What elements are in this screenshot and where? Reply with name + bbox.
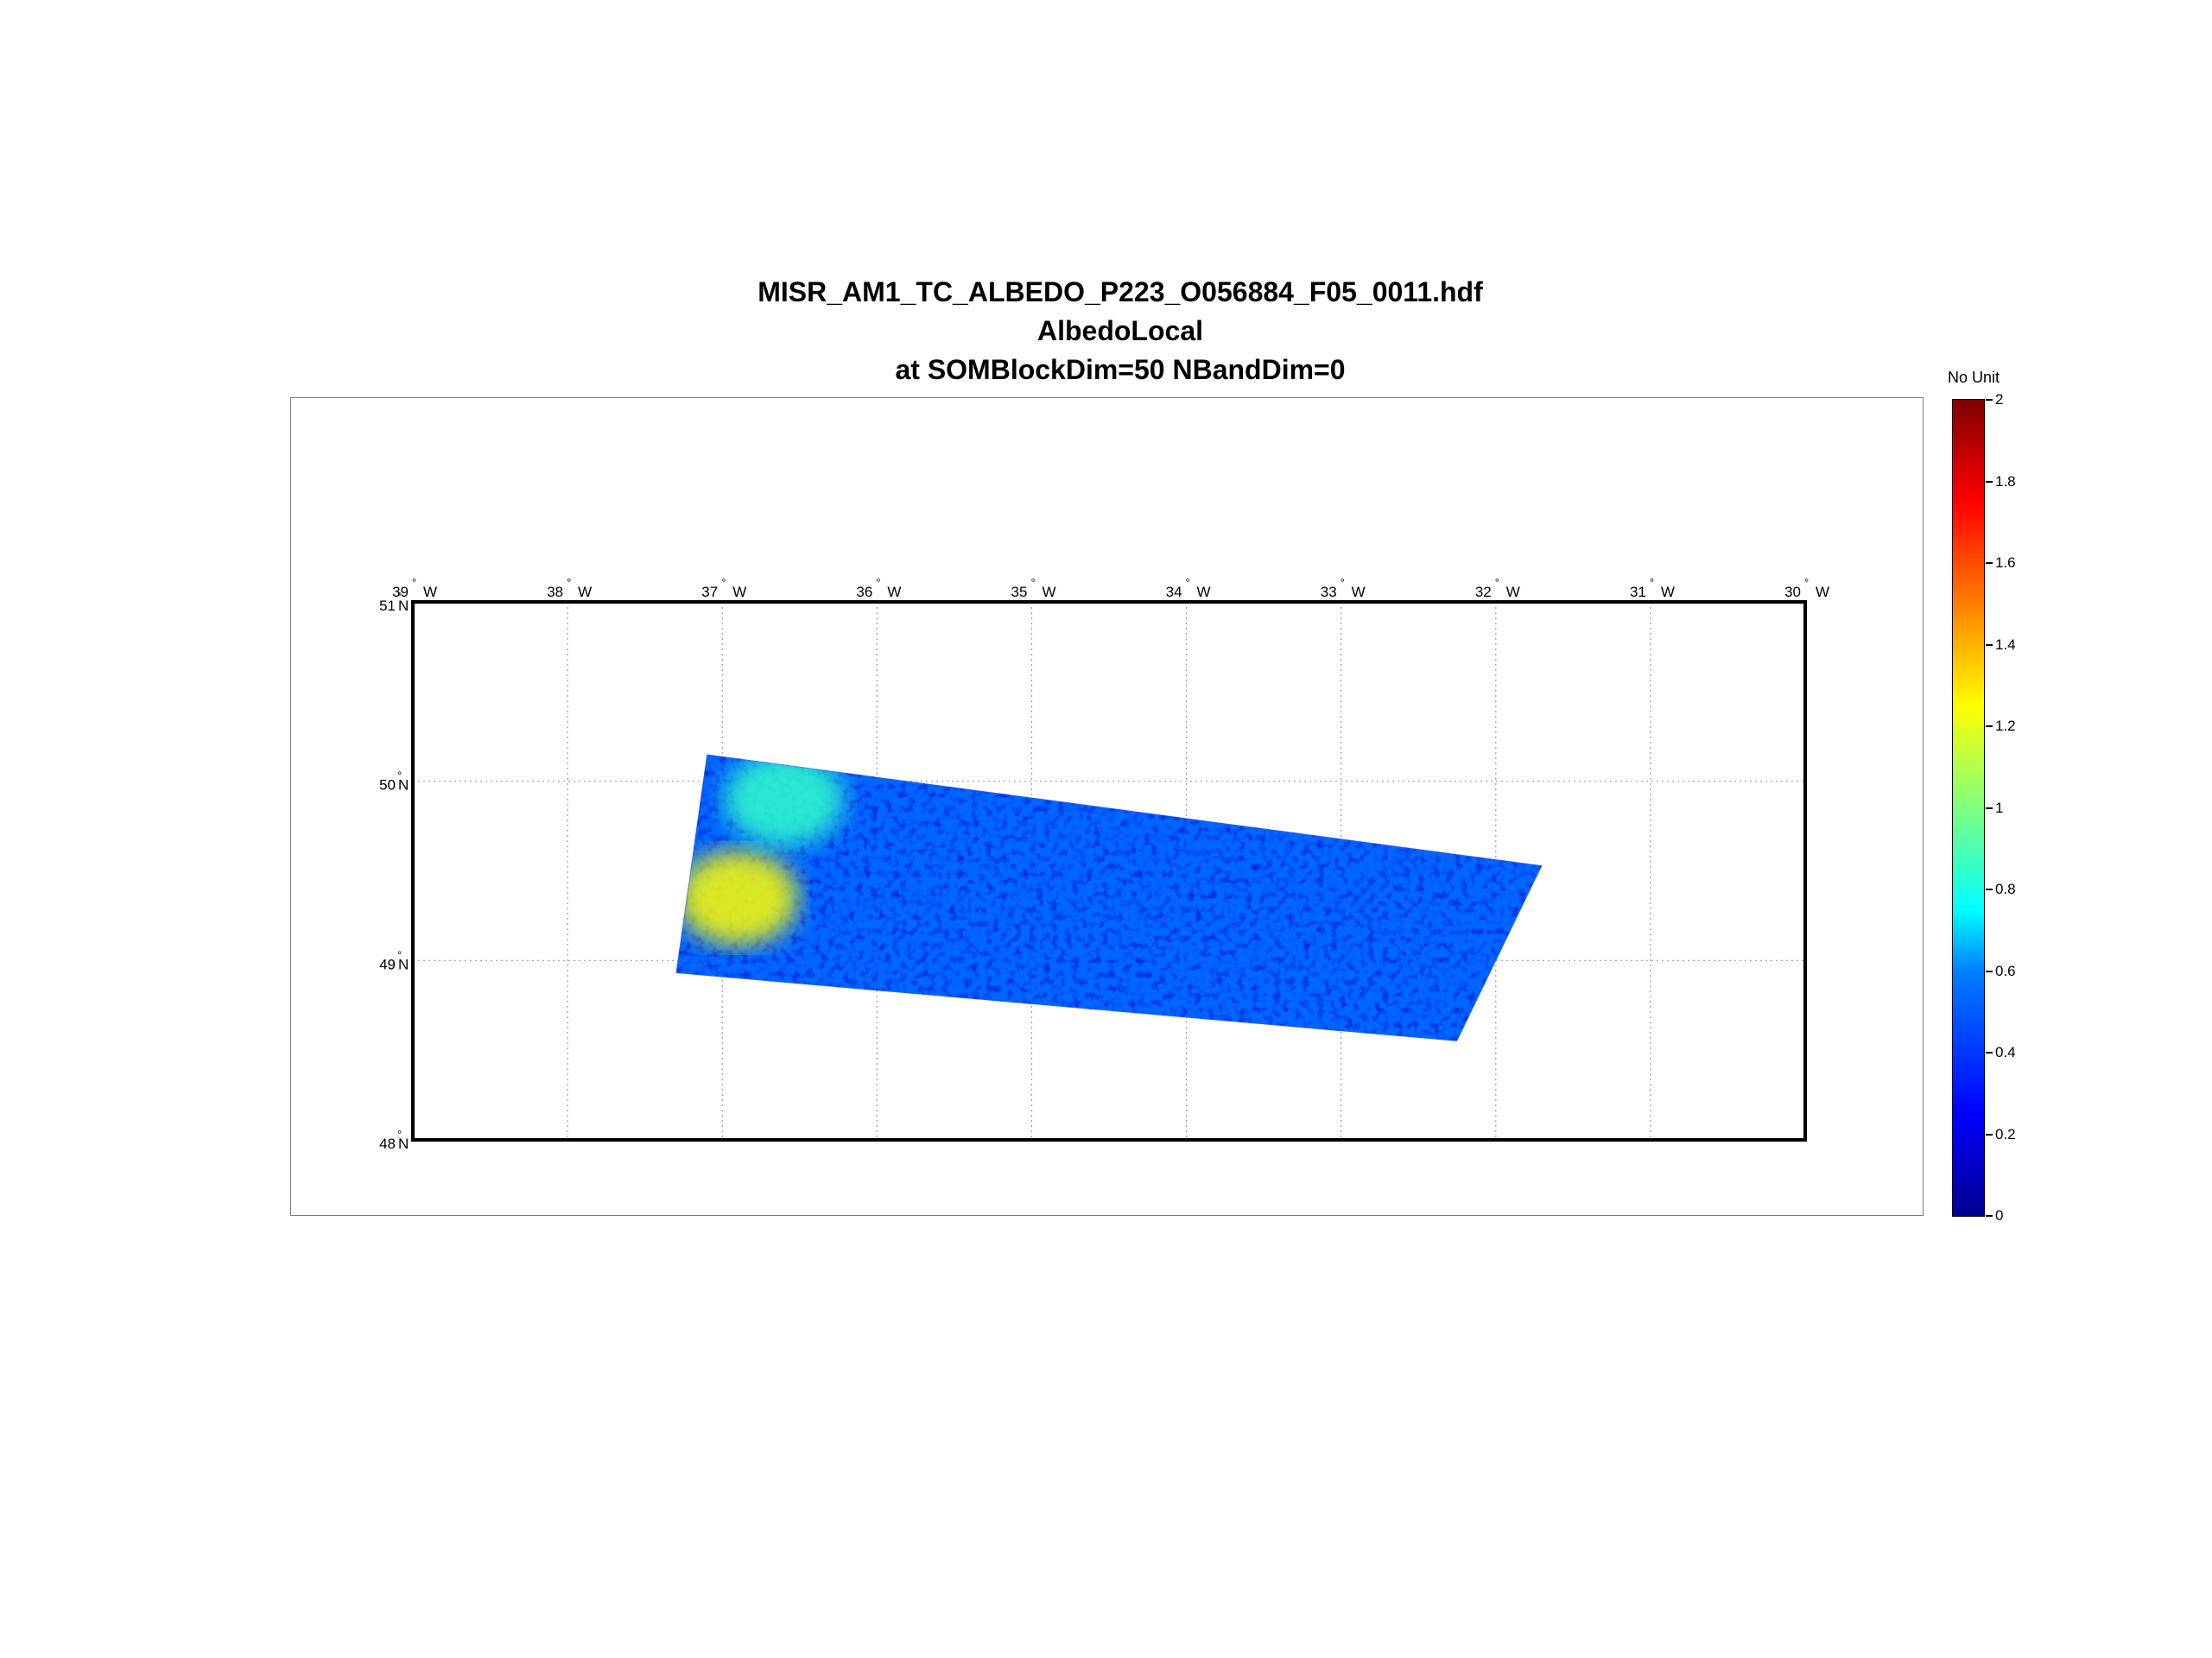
lon-tick-label: 38 xyxy=(547,584,563,600)
figure-frame xyxy=(290,397,1924,1216)
lon-tick-degree: ° xyxy=(1030,576,1035,589)
lon-tick-degree: ° xyxy=(1804,576,1809,589)
title-filename: MISR_AM1_TC_ALBEDO_P223_O056884_F05_0011… xyxy=(757,276,1483,307)
lat-tick-hemisphere: N xyxy=(398,1136,409,1152)
albedo-swath-texture xyxy=(675,754,1543,1041)
colorbar-tick xyxy=(1986,643,1993,646)
lon-tick-label: 36 xyxy=(856,584,872,600)
title-dimensions: at SOMBlockDim=50 NBandDim=0 xyxy=(895,354,1346,385)
lon-tick-label: 34 xyxy=(1166,584,1182,600)
lat-tick-hemisphere: N xyxy=(398,598,409,614)
lon-tick-degree: ° xyxy=(876,576,880,589)
colorbar-tick xyxy=(1986,1052,1993,1054)
colorbar-tick-label: 0.2 xyxy=(1995,1125,2016,1142)
lon-tick-degree: ° xyxy=(1341,576,1345,589)
lon-tick-degree: ° xyxy=(1495,576,1499,589)
lon-tick-hemisphere: W xyxy=(887,584,901,600)
lon-tick-degree: ° xyxy=(412,576,416,589)
colorbar-tick-label: 0 xyxy=(1995,1207,2004,1224)
lon-tick-hemisphere: W xyxy=(1816,584,1829,600)
map-frame xyxy=(411,600,1807,1142)
colorbar-tick xyxy=(1986,970,1993,972)
lon-tick-label: 37 xyxy=(701,584,718,600)
lon-tick-label: 31 xyxy=(1630,584,1646,600)
lon-tick-label: 33 xyxy=(1321,584,1337,600)
lon-tick-degree: ° xyxy=(721,576,726,589)
colorbar-tick xyxy=(1986,562,1993,564)
colorbar-tick-label: 1.2 xyxy=(1995,718,2016,734)
lon-tick-label: 35 xyxy=(1011,584,1028,600)
colorbar-tick xyxy=(1986,725,1993,727)
lat-tick-degree: ° xyxy=(397,769,402,782)
colorbar-tick xyxy=(1986,1215,1993,1217)
lon-tick-hemisphere: W xyxy=(578,584,592,600)
colorbar-tick-label: 0.6 xyxy=(1995,962,2016,979)
lon-tick-degree: ° xyxy=(1650,576,1654,589)
high-albedo-patch xyxy=(677,850,799,946)
lon-tick-hemisphere: W xyxy=(1197,584,1211,600)
figure-title: MISR_AM1_TC_ALBEDO_P223_O056884_F05_0011… xyxy=(290,273,1950,389)
lon-tick-label: 30 xyxy=(1784,584,1801,600)
title-field: AlbedoLocal xyxy=(1036,315,1203,346)
lon-tick-hemisphere: W xyxy=(1352,584,1366,600)
lat-tick-label: 49 xyxy=(379,956,396,972)
colorbar-tick-label: 0.4 xyxy=(1995,1044,2016,1060)
lon-tick-hemisphere: W xyxy=(1506,584,1520,600)
colorbar-tick-label: 1.6 xyxy=(1995,554,2016,571)
colorbar-tick-label: 1 xyxy=(1995,799,2004,816)
colorbar-tick-label: 0.8 xyxy=(1995,881,2016,897)
lat-tick-degree: ° xyxy=(397,1128,402,1141)
lon-tick-label: 32 xyxy=(1475,584,1492,600)
lat-tick-degree: ° xyxy=(397,948,402,961)
lat-tick-degree: ° xyxy=(397,590,402,603)
lat-tick-label: 48 xyxy=(379,1136,396,1152)
colorbar-tick xyxy=(1986,480,1993,483)
lon-tick-degree: ° xyxy=(1186,576,1190,589)
lon-tick-hemisphere: W xyxy=(423,584,437,600)
colorbar-tick-label: 1.8 xyxy=(1995,472,2016,490)
lat-tick-label: 50 xyxy=(379,777,396,794)
lon-tick-hemisphere: W xyxy=(732,584,746,600)
cyan-patch-nw xyxy=(723,754,845,847)
lon-tick-hemisphere: W xyxy=(1042,584,1055,600)
lat-tick-hemisphere: N xyxy=(398,956,409,972)
colorbar-tick xyxy=(1986,1133,1993,1136)
colorbar-tick xyxy=(1986,889,1993,890)
colorbar-unit-label: No Unit xyxy=(1947,369,2000,386)
lon-tick-hemisphere: W xyxy=(1661,584,1675,600)
colorbar-tick xyxy=(1986,807,1993,809)
lon-tick-degree: ° xyxy=(567,576,571,589)
colorbar-tick-label: 1.4 xyxy=(1995,636,2016,653)
lat-tick-hemisphere: N xyxy=(398,777,409,794)
lon-tick-label: 39 xyxy=(392,584,409,600)
colorbar-tick xyxy=(1986,399,1993,401)
lat-tick-label: 51 xyxy=(379,598,396,614)
colorbar-tick-label: 2 xyxy=(1995,391,2004,408)
colorbar xyxy=(1952,399,1985,1217)
